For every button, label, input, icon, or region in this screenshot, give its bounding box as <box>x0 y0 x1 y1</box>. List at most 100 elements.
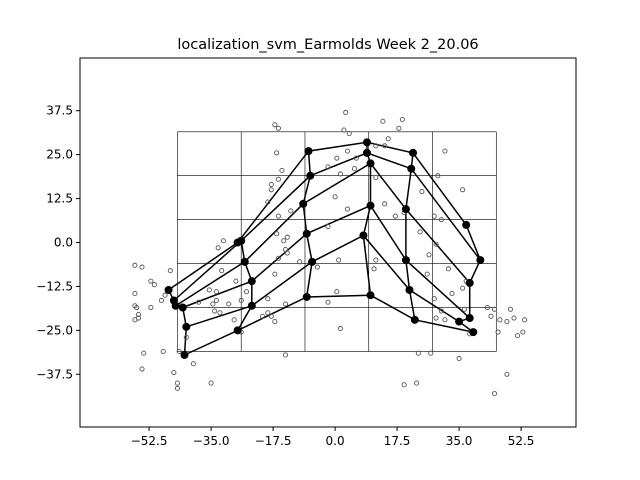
x-tick-label: −35.0 <box>193 434 230 448</box>
scatter-point <box>243 289 250 295</box>
scatter-point <box>332 194 338 200</box>
mesh-row-line <box>173 152 481 302</box>
scatter-point <box>511 315 517 321</box>
scatter-point <box>268 313 274 319</box>
scatter-point <box>435 173 441 179</box>
mesh-node <box>401 205 410 214</box>
scatter-point <box>171 369 177 376</box>
mesh-column-line <box>302 151 313 298</box>
scatter-point <box>265 310 271 316</box>
y-tick-label: −12.5 <box>36 279 73 293</box>
scatter-point <box>259 313 266 319</box>
scatter-point <box>334 155 340 161</box>
scatter-point <box>158 297 165 304</box>
scatter-point <box>148 278 154 284</box>
scatter-point <box>167 268 173 274</box>
mesh-node <box>233 326 242 335</box>
scatter-point <box>174 385 180 391</box>
scatter-point <box>279 167 285 174</box>
mesh-node <box>410 315 419 324</box>
scatter-point <box>238 297 244 304</box>
scatter-point <box>325 299 331 305</box>
scatter-point <box>504 371 510 377</box>
scatter-point <box>213 289 219 295</box>
scatter-point <box>325 224 331 230</box>
mesh-node <box>308 257 317 266</box>
scatter-point <box>135 311 142 318</box>
scatter-point <box>148 304 154 311</box>
y-tick-label: 25.0 <box>46 148 73 162</box>
mesh-node <box>409 148 418 157</box>
scatter-point <box>497 317 503 323</box>
x-tick-label: −52.5 <box>131 434 168 448</box>
scatter-point <box>344 206 351 212</box>
scatter-point <box>431 296 437 302</box>
mesh-node <box>455 317 464 326</box>
x-tick-label: 52.5 <box>508 434 535 448</box>
scatter-point <box>343 109 349 116</box>
y-tick-label: −37.5 <box>36 367 73 381</box>
scatter-point <box>424 271 430 277</box>
scatter-point <box>392 213 398 219</box>
scatter-point <box>282 352 289 358</box>
scatter-point <box>401 382 407 388</box>
mesh-node <box>366 159 375 168</box>
scatter-point <box>134 304 140 311</box>
scatter-point <box>352 166 358 172</box>
scatter-point <box>442 148 448 154</box>
scatter-point <box>139 264 145 270</box>
scatter-point <box>491 306 498 312</box>
scatter-point <box>445 266 452 272</box>
mesh-node <box>240 257 249 266</box>
scatter-point <box>461 306 467 312</box>
x-tick-label: 35.0 <box>446 434 473 448</box>
scatter-point <box>272 271 278 277</box>
x-tick-label: −17.5 <box>255 434 292 448</box>
scatter-point <box>373 174 379 181</box>
y-tick-label: 0.0 <box>54 236 73 250</box>
scatter-point <box>353 155 359 161</box>
scatter-point <box>460 187 466 193</box>
scatter-point <box>275 213 281 219</box>
scatter-point <box>433 241 439 247</box>
mesh-node <box>359 231 368 240</box>
scatter-point <box>132 290 138 297</box>
mesh-node <box>362 148 371 157</box>
mesh-node <box>237 236 246 245</box>
scatter-point <box>284 234 290 240</box>
mesh-node <box>302 229 311 238</box>
mesh-node <box>247 277 256 286</box>
scatter-point <box>265 199 271 205</box>
scatter-point <box>275 255 281 261</box>
mesh-node <box>178 303 187 312</box>
scatter-point <box>141 350 147 356</box>
mesh-row-line <box>168 141 467 291</box>
mesh-node <box>405 285 414 294</box>
scatter-point <box>507 306 514 312</box>
scatter-point <box>272 319 278 325</box>
scatter-point <box>210 301 216 307</box>
mesh-node <box>171 301 180 310</box>
scatter-point <box>281 238 287 244</box>
scatter-points <box>132 109 528 397</box>
scatter-point <box>399 116 405 123</box>
scatter-point <box>268 187 274 193</box>
mesh-node <box>366 291 375 300</box>
mesh-row-line <box>184 294 474 356</box>
scatter-point <box>219 268 225 274</box>
mesh-node <box>164 285 173 294</box>
scatter-point <box>442 317 448 323</box>
x-tick-label: 0.0 <box>326 434 345 448</box>
mesh-node <box>401 256 410 265</box>
mesh-node <box>465 314 474 323</box>
mesh-node <box>462 220 471 229</box>
scatter-point <box>385 136 391 142</box>
mesh-node <box>306 171 315 180</box>
mesh-node <box>304 147 313 156</box>
scatter-point <box>272 122 278 128</box>
x-tick-label: 17.5 <box>384 434 411 448</box>
scatter-point <box>488 313 494 319</box>
scatter-point <box>428 350 434 356</box>
mesh-node <box>247 301 256 310</box>
mesh-nodes <box>164 138 485 359</box>
